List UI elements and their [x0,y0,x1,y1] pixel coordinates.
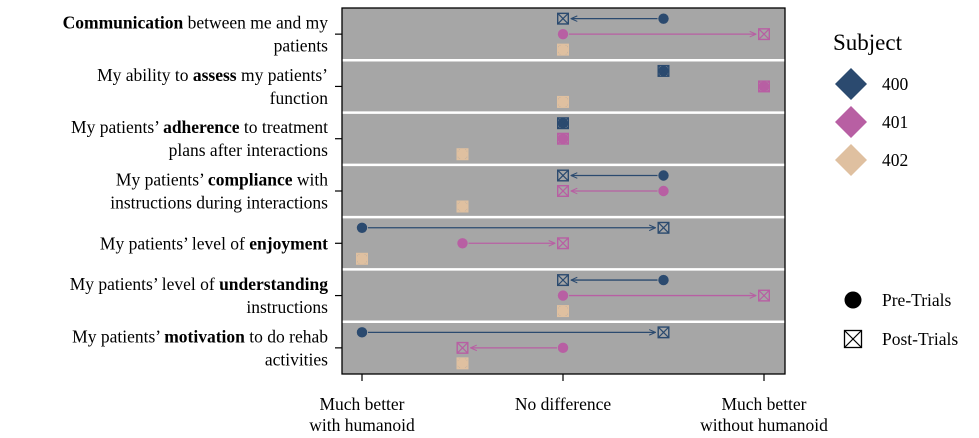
diamond-icon [835,106,867,138]
x-tick-label: Much better [319,394,404,414]
diamond-icon [835,144,867,176]
x-tick-label: No difference [515,394,612,414]
row-label: My patients’ level of understanding [70,274,329,294]
plot-panel [341,7,786,375]
row-label: instructions during interactions [110,193,328,213]
post-trial-point [557,12,570,25]
row-label: plans after interactions [169,140,329,160]
row-label: My patients’ level of enjoyment [100,233,328,253]
row-label: My patients’ compliance with [116,170,328,190]
post-trial-point [758,28,771,41]
post-trial-point [758,289,771,302]
x-tick-label: with humanoid [309,415,415,435]
post-trial-point [557,169,570,182]
post-trial-point [557,132,570,145]
post-trial-point [758,80,771,93]
pre-trial-point [557,28,569,40]
chart-row [557,64,771,108]
post-trial-point [657,221,670,234]
post-trial-point [557,117,570,130]
legend-item-402: 402 [835,144,908,176]
filled-circle-icon [844,291,862,309]
legend-label: 400 [882,74,909,94]
legend-item-401: 401 [835,106,908,138]
row-labels: Communication between me and my patients M… [63,13,329,370]
post-trial-point [456,357,469,370]
post-trial-point [557,184,570,197]
x-tick-label: Much better [721,394,806,414]
pre-trial-point [658,185,669,197]
row-label: My patients’ motivation to do rehab [72,326,328,346]
chart-row [456,117,570,161]
pre-trial-point [658,13,669,24]
pre-trial-point [457,238,468,249]
post-trial-point [456,200,469,213]
row-label: My ability to assess my patients’ [97,65,328,85]
diamond-icon [835,68,867,100]
crossed-square-icon [843,329,863,349]
post-trial-point [456,148,469,161]
pre-trial-point [356,327,368,338]
legend-label: 401 [882,112,908,132]
legend: Subject 400 401 402 Pre-Trials Post-Trials [833,30,958,349]
post-trial-point [657,64,670,77]
legend-title: Subject [833,30,903,55]
pre-trial-point [658,274,669,286]
chart-row [456,169,669,213]
legend-label: Post-Trials [882,329,958,349]
row-label: patients [274,36,329,56]
chart-row [356,221,670,265]
pre-trial-point [557,290,569,301]
legend-item-pre: Pre-Trials [844,290,952,310]
row-label: function [270,88,329,108]
post-trial-point [557,237,570,250]
pre-trial-point [356,222,368,233]
chart-row [557,12,771,56]
legend-item-400: 400 [835,68,909,100]
pre-trial-point [658,170,669,181]
post-trial-point [557,43,570,56]
row-label: My patients’ adherence to treatment [71,117,328,137]
post-trial-point [657,326,670,339]
legend-item-post: Post-Trials [843,329,958,349]
legend-label: 402 [882,150,908,170]
post-trial-point [356,252,369,265]
row-label: Communication between me and my [63,13,329,33]
row-label: activities [265,349,328,369]
x-tick-label: without humanoid [700,415,828,435]
post-trial-point [557,95,570,108]
pre-trial-point [557,342,569,354]
chart-row [557,274,771,318]
post-trial-point [557,274,570,287]
row-label: instructions [246,297,328,317]
post-trial-point [557,305,570,318]
post-trial-point [456,341,469,354]
legend-label: Pre-Trials [882,290,952,310]
chart-row [356,326,670,370]
